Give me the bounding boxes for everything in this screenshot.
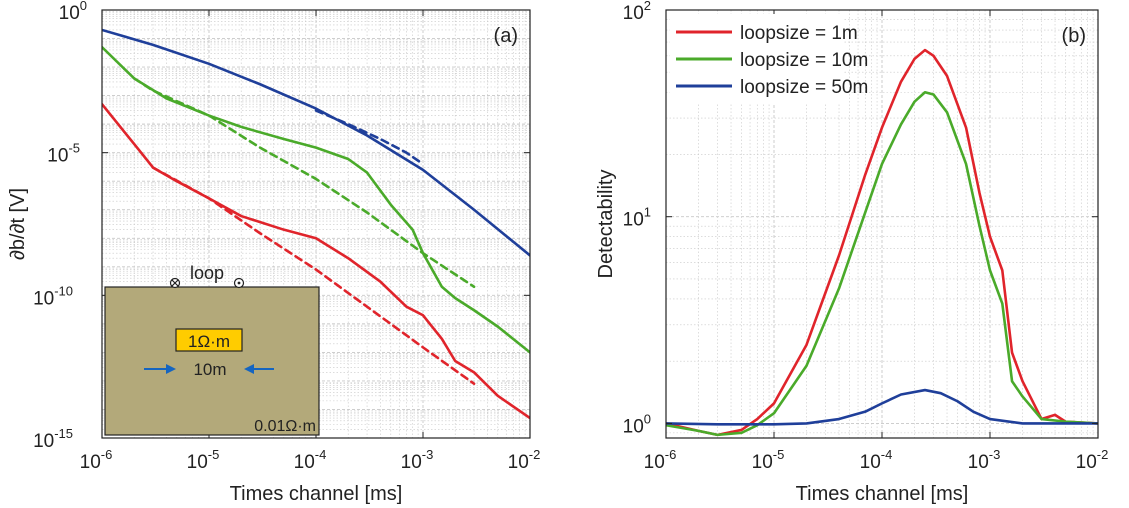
- x-tick-exp: -3: [989, 447, 1001, 462]
- y-axis-label: ∂b/∂t [V]: [7, 188, 29, 260]
- series-line-1: [314, 109, 425, 166]
- x-tick-exp: -5: [208, 447, 220, 462]
- y-tick-base: 10: [33, 431, 54, 452]
- y-tick-base: 10: [33, 288, 54, 309]
- x-tick-base: 10: [508, 452, 529, 473]
- series-line-1: [666, 90, 1098, 437]
- x-tick-exp: -2: [1097, 447, 1109, 462]
- series-line-0: [102, 28, 530, 257]
- x-tick-base: 10: [1076, 452, 1097, 473]
- loop-label: loop: [190, 263, 224, 283]
- x-tick-base: 10: [401, 452, 422, 473]
- x-tick-label: 10-6: [80, 447, 113, 473]
- x-tick-base: 10: [968, 452, 989, 473]
- series-line-3: [132, 77, 476, 289]
- x-tick-label: 10-2: [508, 447, 541, 473]
- y-tick-exp: -10: [54, 283, 73, 298]
- y-tick-exp: -15: [54, 426, 73, 441]
- y-tick-label: 101: [623, 205, 651, 231]
- series-line-0: [666, 48, 1098, 437]
- y-tick-label: 100: [623, 411, 651, 437]
- x-tick-label: 10-2: [1076, 447, 1109, 473]
- x-tick-exp: -4: [315, 447, 327, 462]
- legend-label-2: loopsize = 50m: [740, 77, 868, 98]
- legend-label-1: loopsize = 10m: [740, 50, 868, 71]
- panel-label: (b): [1062, 25, 1086, 47]
- x-axis-label: Times channel [ms]: [230, 483, 403, 505]
- inset-diagram: loop 1Ω·m 10m 0.01Ω·m: [104, 263, 320, 436]
- legend: loopsize = 1m loopsize = 10m loopsize = 50…: [670, 14, 868, 104]
- legend-label-0: loopsize = 1m: [740, 23, 858, 44]
- series-group: [666, 48, 1098, 437]
- series-line-5: [151, 166, 476, 386]
- arrow-right-icon-head: [166, 364, 176, 374]
- y-axis-label: Detectability: [595, 170, 617, 279]
- x-tick-label: 10-3: [968, 447, 1001, 473]
- conductor-label: 1Ω·m: [188, 332, 230, 351]
- x-tick-label: 10-5: [752, 447, 785, 473]
- x-tick-exp: -6: [101, 447, 113, 462]
- loop-dot-icon-center: [237, 281, 241, 285]
- y-tick-base: 10: [59, 3, 80, 24]
- x-tick-base: 10: [294, 452, 315, 473]
- x-tick-exp: -4: [881, 447, 893, 462]
- series-line-2: [666, 388, 1098, 426]
- x-tick-label: 10-3: [401, 447, 434, 473]
- y-tick-label: 100: [59, 0, 87, 24]
- x-tick-exp: -3: [422, 447, 434, 462]
- panel-a-chart: 10-6 10-5 10-4 10-3 10-210010-510-1010-15Tim…: [7, 0, 540, 505]
- y-tick-base: 10: [623, 416, 644, 437]
- x-tick-base: 10: [860, 452, 881, 473]
- y-tick-base: 10: [47, 146, 68, 167]
- x-axis-label: Times channel [ms]: [796, 483, 969, 505]
- conductor-block: [175, 328, 243, 352]
- x-tick-base: 10: [752, 452, 773, 473]
- series-group: [102, 28, 530, 420]
- y-tick-label: 10-15: [33, 426, 73, 452]
- x-tick-label: 10-5: [187, 447, 220, 473]
- x-tick-label: 10-4: [294, 447, 327, 473]
- x-tick-base: 10: [644, 452, 665, 473]
- y-tick-label: 10-10: [33, 283, 73, 309]
- panel-label: (a): [494, 25, 518, 47]
- loop-cross-icon-stroke: [171, 279, 179, 287]
- size-label: 10m: [193, 360, 226, 379]
- x-tick-label: 10-6: [644, 447, 677, 473]
- x-tick-exp: -5: [773, 447, 785, 462]
- y-tick-label: 10-5: [47, 141, 80, 167]
- x-tick-exp: -6: [665, 447, 677, 462]
- y-tick-exp: 1: [644, 205, 651, 220]
- y-tick-base: 10: [623, 210, 644, 231]
- y-tick-base: 10: [623, 3, 644, 24]
- x-tick-base: 10: [187, 452, 208, 473]
- x-tick-label: 10-4: [860, 447, 893, 473]
- y-tick-exp: -5: [68, 141, 80, 156]
- y-tick-exp: 0: [80, 0, 87, 13]
- background-label: 0.01Ω·m: [254, 418, 316, 435]
- y-tick-exp: 2: [644, 0, 651, 13]
- ground-block: [104, 286, 320, 436]
- arrow-left-icon-head: [244, 364, 254, 374]
- y-tick-exp: 0: [644, 411, 651, 426]
- y-tick-label: 102: [623, 0, 651, 24]
- series-line-2: [102, 45, 530, 354]
- x-tick-exp: -2: [529, 447, 541, 462]
- x-tick-base: 10: [80, 452, 101, 473]
